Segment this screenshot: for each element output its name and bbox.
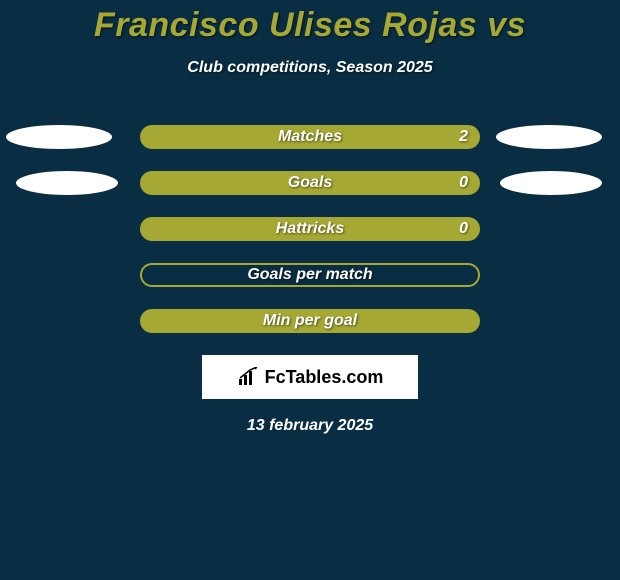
badge-right: [496, 125, 602, 149]
stat-row-matches: Matches 2: [0, 125, 620, 149]
stat-label: Goals per match: [247, 266, 372, 284]
stat-row-hattricks: Hattricks 0: [0, 217, 620, 241]
subtitle: Club competitions, Season 2025: [0, 59, 620, 77]
stat-bar: Goals per match: [140, 263, 480, 287]
stat-row-goals: Goals 0: [0, 171, 620, 195]
stat-label: Min per goal: [263, 312, 357, 330]
logo: FcTables.com: [237, 367, 384, 388]
stat-bar: Min per goal: [140, 309, 480, 333]
badge-left: [16, 171, 118, 195]
logo-box: FcTables.com: [202, 355, 418, 399]
stat-label: Goals: [288, 174, 332, 192]
stat-value: 2: [459, 128, 468, 146]
date-text: 13 february 2025: [0, 417, 620, 435]
badge-right: [500, 171, 602, 195]
stat-bar: Matches 2: [140, 125, 480, 149]
badge-left: [6, 125, 112, 149]
stat-row-gpm: Goals per match: [0, 263, 620, 287]
page-title: Francisco Ulises Rojas vs: [0, 0, 620, 45]
stat-label: Hattricks: [276, 220, 344, 238]
stats-card: Francisco Ulises Rojas vs Club competiti…: [0, 0, 620, 580]
chart-icon: [237, 367, 261, 387]
stats-section: Matches 2 Goals 0 Hattricks 0 Goals per …: [0, 125, 620, 333]
logo-text: FcTables.com: [265, 367, 384, 388]
stat-label: Matches: [278, 128, 342, 146]
stat-value: 0: [459, 174, 468, 192]
stat-bar: Goals 0: [140, 171, 480, 195]
stat-bar: Hattricks 0: [140, 217, 480, 241]
stat-value: 0: [459, 220, 468, 238]
stat-row-mpg: Min per goal: [0, 309, 620, 333]
